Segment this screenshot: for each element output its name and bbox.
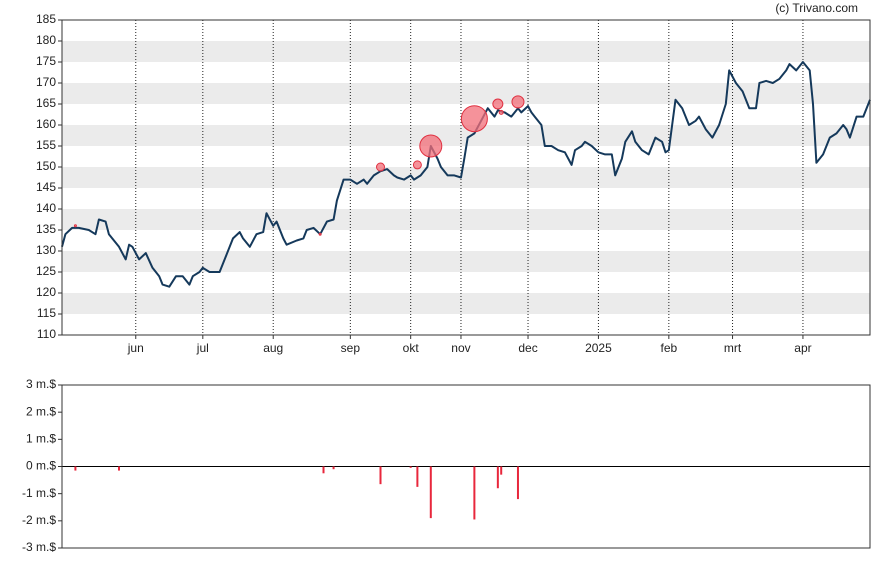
trade-bubble <box>492 98 504 110</box>
y-tick-label: 165 <box>36 96 56 110</box>
bar <box>500 466 503 475</box>
plot-frame <box>61 384 871 549</box>
y-tick-label: 135 <box>36 222 56 236</box>
grid-band <box>62 125 870 146</box>
trade-bubble <box>498 109 504 115</box>
credit: (c) Trivano.com <box>775 1 858 15</box>
y-tick-label: 130 <box>36 243 56 257</box>
x-tick-label: apr <box>794 341 811 355</box>
grid-band <box>62 167 870 188</box>
x-tick-label: okt <box>403 341 420 355</box>
bar <box>409 466 412 468</box>
y-tick-label: -2 m.$ <box>22 513 56 527</box>
y-tick-label: 170 <box>36 75 56 89</box>
x-tick-label: sep <box>341 341 361 355</box>
trade-bubble <box>376 162 386 172</box>
y-tick-label: 180 <box>36 33 56 47</box>
y-tick-label: 1 m.$ <box>26 432 56 446</box>
bar <box>429 466 432 519</box>
y-tick-label: 120 <box>36 285 56 299</box>
bar <box>496 466 499 489</box>
y-tick-label: 3 m.$ <box>26 377 56 391</box>
y-tick-label: 175 <box>36 54 56 68</box>
grid-band <box>62 251 870 272</box>
trade-bubble <box>318 232 322 236</box>
x-tick-label: jul <box>196 341 209 355</box>
y-tick-label: 185 <box>36 12 56 26</box>
price-line <box>61 61 871 288</box>
y-tick-label: 115 <box>37 306 56 320</box>
x-tick-label: mrt <box>724 341 742 355</box>
trade-bubble <box>419 134 443 158</box>
bar <box>379 466 382 485</box>
plot-frame <box>61 19 871 336</box>
grid-band <box>62 209 870 230</box>
x-tick-label: feb <box>660 341 677 355</box>
bar <box>516 466 519 500</box>
x-tick-label: dec <box>518 341 537 355</box>
y-tick-label: 140 <box>36 201 56 215</box>
y-tick-label: 145 <box>36 180 56 194</box>
trade-bubble <box>511 95 525 109</box>
y-tick-label: 150 <box>36 159 56 173</box>
bar <box>117 466 120 471</box>
grid-band <box>62 83 870 104</box>
x-tick-label: 2025 <box>585 341 612 355</box>
y-tick-label: 155 <box>36 138 56 152</box>
x-tick-label: aug <box>263 341 283 355</box>
y-tick-label: 125 <box>36 264 56 278</box>
bar <box>416 466 419 487</box>
grid-band <box>62 293 870 314</box>
x-tick-label: jun <box>127 341 144 355</box>
y-tick-label: -1 m.$ <box>22 486 56 500</box>
y-tick-label: 0 m.$ <box>26 459 56 473</box>
trade-bubble <box>460 105 488 133</box>
bar <box>322 466 325 474</box>
y-tick-label: -3 m.$ <box>22 540 56 554</box>
x-tick-label: nov <box>451 341 470 355</box>
bar <box>74 466 77 471</box>
y-tick-label: 110 <box>37 327 56 341</box>
trade-bubble <box>412 160 422 170</box>
y-tick-label: 2 m.$ <box>26 404 56 418</box>
y-tick-label: 160 <box>36 117 56 131</box>
bar <box>473 466 476 520</box>
bar <box>332 466 335 470</box>
trade-bubble <box>73 224 77 228</box>
grid-band <box>62 41 870 62</box>
